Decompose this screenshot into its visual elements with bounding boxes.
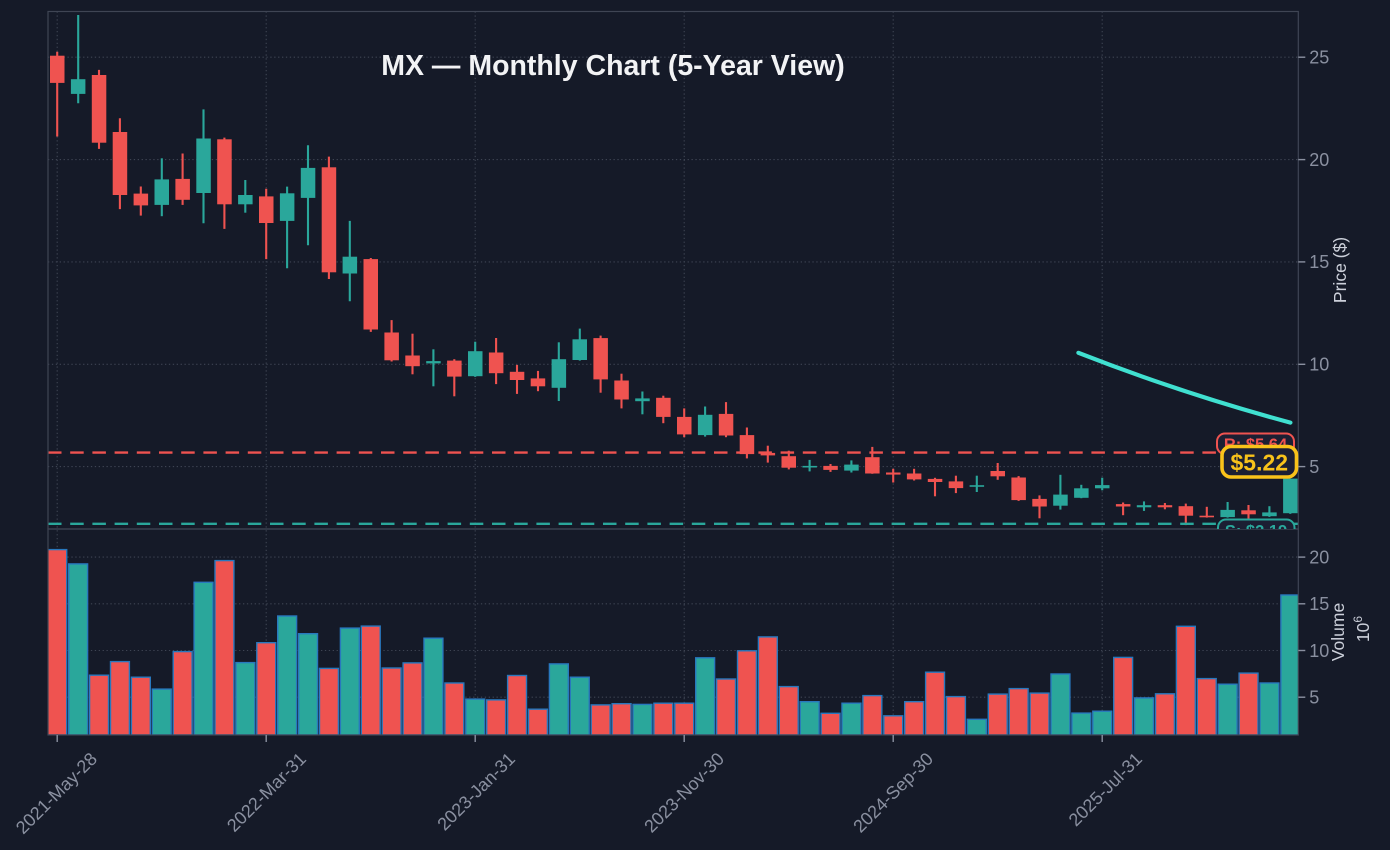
svg-text:10: 10 <box>1309 641 1329 661</box>
svg-text:20: 20 <box>1309 150 1329 170</box>
svg-text:15: 15 <box>1309 252 1329 272</box>
svg-text:5: 5 <box>1309 457 1319 477</box>
svg-text:Price ($): Price ($) <box>1330 237 1350 303</box>
svg-text:20: 20 <box>1309 547 1329 567</box>
svg-text:$5.22: $5.22 <box>1231 450 1289 476</box>
svg-text:25: 25 <box>1309 48 1329 68</box>
svg-text:S: $2.19: S: $2.19 <box>1225 523 1287 541</box>
svg-text:Volume: Volume <box>1328 603 1348 661</box>
svg-text:10: 10 <box>1309 355 1329 375</box>
svg-text:MX — Monthly Chart (5-Year Vie: MX — Monthly Chart (5-Year View) <box>381 50 844 82</box>
svg-text:5: 5 <box>1309 688 1319 708</box>
svg-text:15: 15 <box>1309 594 1329 614</box>
